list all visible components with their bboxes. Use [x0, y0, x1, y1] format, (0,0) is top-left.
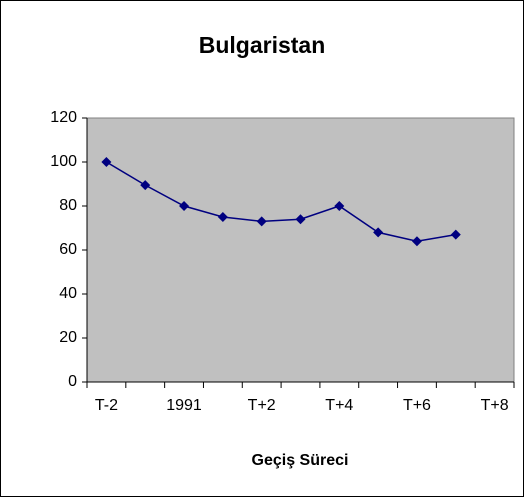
- x-tick-label: T+2: [248, 397, 276, 414]
- x-axis-label: Geçiş Süreci: [252, 452, 349, 469]
- x-tick-label: 1991: [166, 397, 202, 414]
- y-tick-label: 20: [59, 329, 77, 346]
- marker: [140, 180, 151, 191]
- marker: [101, 157, 112, 167]
- chart-title: Bulgaristan: [199, 32, 326, 58]
- y-tick-label: 0: [68, 373, 77, 390]
- marker: [334, 201, 345, 211]
- line: [106, 161, 456, 242]
- marker: [179, 201, 190, 211]
- y-tick-label: 60: [59, 241, 77, 258]
- x-tick-label: T+8: [481, 397, 509, 414]
- y-tick-label: 100: [50, 153, 77, 170]
- marker: [450, 229, 461, 240]
- y-tick-label: 40: [59, 285, 77, 302]
- marker: [217, 212, 228, 222]
- marker: [295, 214, 306, 225]
- marker: [373, 227, 384, 238]
- plot-area: [86, 117, 515, 383]
- x-tick-label: T+6: [403, 397, 431, 414]
- y-tick-label: 120: [50, 109, 77, 126]
- x-tick-label: T+4: [325, 397, 353, 414]
- y-tick-label: 80: [59, 197, 77, 214]
- marker: [411, 236, 422, 247]
- marker: [256, 216, 267, 227]
- x-tick-label: T-2: [95, 397, 118, 414]
